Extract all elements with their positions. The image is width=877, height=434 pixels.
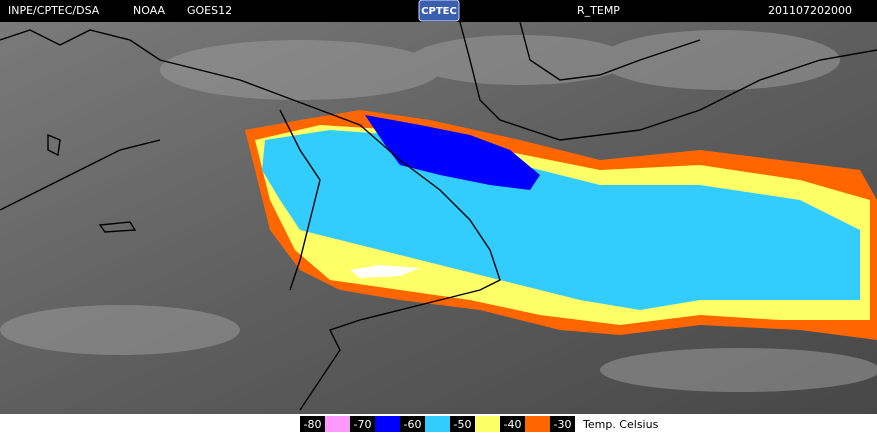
legend-label-box bbox=[350, 416, 375, 432]
legend-label-box bbox=[550, 416, 575, 432]
legend-value: -60 bbox=[404, 418, 422, 431]
legend-swatch bbox=[375, 416, 400, 432]
legend-value: -70 bbox=[354, 418, 372, 431]
product: R_TEMP bbox=[577, 4, 620, 17]
logo-badge bbox=[418, 0, 460, 22]
legend-label-box bbox=[500, 416, 525, 432]
legend-label-box bbox=[300, 416, 325, 432]
source: INPE/CPTEC/DSA bbox=[8, 4, 100, 17]
legend-swatch bbox=[525, 416, 550, 432]
logo: CPTEC bbox=[421, 6, 457, 17]
legend-label-box bbox=[400, 416, 425, 432]
legend-label-box bbox=[450, 416, 475, 432]
satellite: GOES12 bbox=[187, 4, 232, 17]
legend-value: -50 bbox=[454, 418, 472, 431]
legend-value: -80 bbox=[304, 418, 322, 431]
legend-unit: Temp. Celsius bbox=[582, 418, 659, 431]
legend: -80 -70 -60 -50 -40 -30 Temp. Celsius bbox=[300, 416, 659, 432]
cloud-regions bbox=[245, 110, 877, 340]
legend-swatch bbox=[325, 416, 350, 432]
agency: NOAA bbox=[133, 4, 166, 17]
legend-value: -30 bbox=[554, 418, 572, 431]
legend-swatch bbox=[475, 416, 500, 432]
legend-swatch bbox=[425, 416, 450, 432]
cloud-streaks bbox=[0, 30, 877, 392]
coastlines bbox=[0, 21, 877, 411]
timestamp: 201107202000 bbox=[768, 4, 852, 17]
legend-value: -40 bbox=[504, 418, 522, 431]
